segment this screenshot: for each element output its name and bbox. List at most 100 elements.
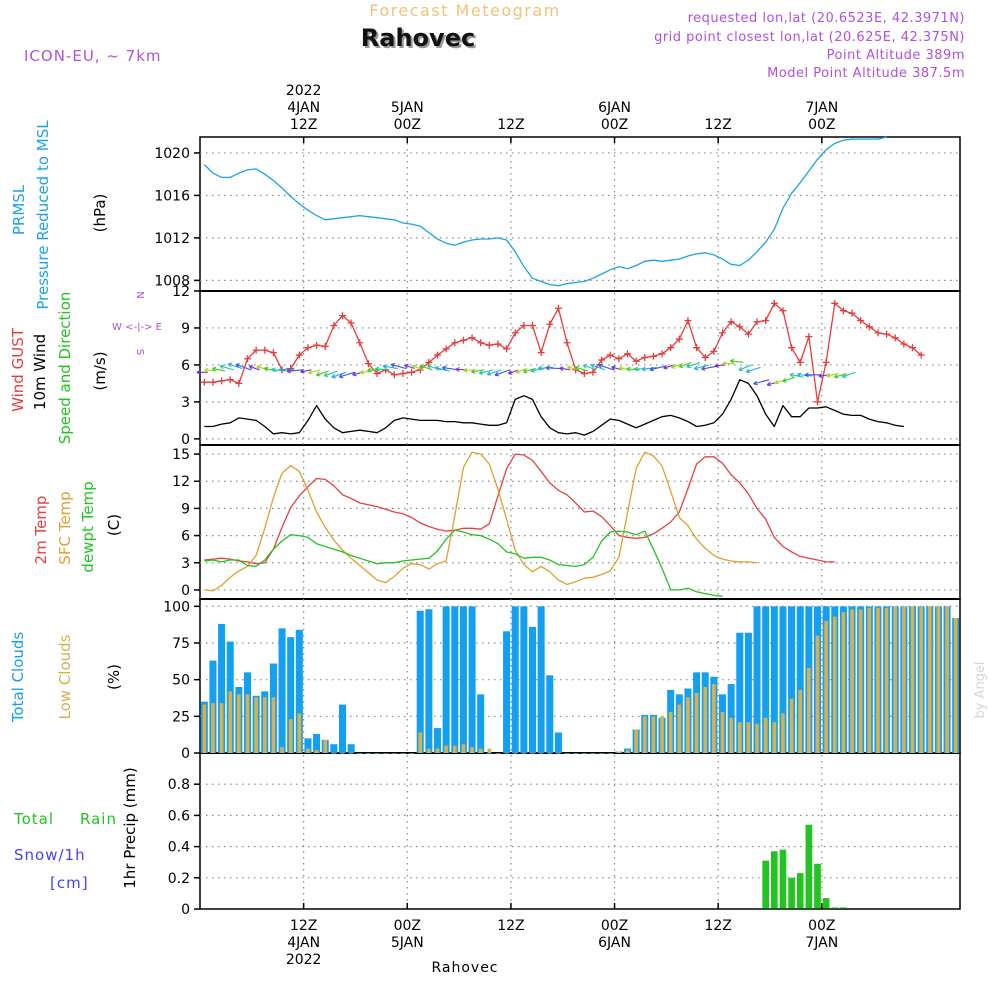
wind-gust-marker [494, 340, 502, 348]
top-time-label: 00Z [601, 117, 628, 133]
low-clouds-bar [522, 753, 526, 754]
low-clouds-bar [798, 689, 803, 753]
total-clouds-label: Total Clouds [9, 632, 27, 724]
total-clouds-bar [338, 704, 347, 753]
low-clouds-bar [383, 753, 388, 754]
wind-gust-marker [615, 355, 623, 363]
wind-gust-marker [917, 351, 925, 359]
low-clouds-bar [228, 691, 233, 753]
model-point-altitude: Model Point Altitude 387.5m [767, 66, 965, 81]
wind-gust-marker [442, 345, 450, 353]
low-clouds-bar [452, 745, 457, 753]
low-clouds-bar [219, 703, 224, 753]
low-clouds-bar [642, 716, 647, 753]
temperature-panel-frame [199, 444, 961, 600]
wind-gust-marker [693, 344, 701, 352]
wind-gust-marker [701, 354, 709, 362]
total-clouds-bar [459, 606, 467, 753]
precipitation-ytick-label: 0 [181, 902, 190, 918]
bottom-time-label: 12Z [290, 918, 317, 934]
total-clouds-bar [304, 738, 312, 753]
wind-gust-line [204, 302, 922, 403]
precipitation-ytick-label: 0.6 [168, 808, 190, 824]
low-clouds-bar [832, 616, 837, 753]
grid-point-coordinates: grid point closest lon,lat (20.625E, 42.… [654, 30, 965, 45]
total-clouds-bar [528, 626, 537, 753]
location-title: Rahovec [361, 24, 475, 52]
wind-gust-marker [632, 357, 640, 365]
temp-2m-label: 2m Temp [32, 496, 50, 565]
low-clouds-bar [737, 722, 742, 753]
low-clouds-bar [902, 606, 906, 753]
wind-direction-arrow [530, 367, 545, 373]
temp-unit-label: (C) [105, 514, 123, 536]
total-clouds-bar [796, 606, 804, 753]
total-clouds-bar [468, 606, 476, 753]
low-clouds-bar [686, 697, 690, 753]
chart-subtitle: Forecast Meteogram [369, 1, 560, 20]
wind-gust-marker [814, 398, 821, 406]
low-clouds-bar [332, 753, 336, 754]
wind-direction-arrow [419, 364, 433, 371]
low-clouds-bar [625, 750, 630, 753]
low-clouds-bar [202, 704, 207, 753]
total-clouds-bar [278, 628, 286, 753]
bottom-time-label: 6JAN [598, 935, 631, 951]
wind-direction-arrow [278, 367, 295, 373]
wind-direction-arrow [300, 368, 312, 374]
low-clouds-bar [444, 745, 448, 753]
low-clouds-bar [694, 692, 699, 753]
top-time-label: 12Z [704, 117, 731, 133]
low-clouds-bar [789, 698, 794, 753]
wind-ytick-label: 9 [181, 321, 190, 337]
clouds-ytick-label: 100 [163, 599, 190, 615]
low-clouds-bar [409, 753, 414, 754]
wind-direction-arrow [782, 376, 796, 383]
low-clouds-bar [470, 747, 474, 753]
low-clouds-bar [513, 753, 518, 754]
pressure-ytick-label: 1012 [154, 231, 190, 247]
low-clouds-bar [668, 711, 673, 753]
sfc-temp-label: SFC Temp [56, 491, 74, 564]
low-clouds-bar [712, 684, 716, 753]
low-clouds-bar [781, 713, 785, 753]
low-clouds-bar [746, 722, 751, 753]
wind-direction-arrow [693, 364, 709, 371]
precip-unit-label: 1hr Precip (mm) [121, 767, 139, 888]
wind-gust-marker [779, 307, 787, 315]
low-clouds-bar [867, 607, 872, 753]
wind-10m-label: 10m Wind [31, 334, 49, 410]
wind-direction-arrow [359, 369, 372, 375]
total-clouds-bar [779, 606, 787, 753]
total-clouds-bar [330, 744, 338, 753]
wind-ytick-label: 0 [181, 432, 190, 448]
wind-direction-arrow [263, 366, 277, 372]
total-clouds-bar [218, 623, 226, 753]
wind-gust-marker [710, 347, 718, 355]
low-clouds-bar [936, 606, 941, 753]
total-clouds-bar [762, 606, 770, 753]
low-clouds-bar [720, 711, 725, 753]
point-altitude: Point Altitude 389m [827, 48, 965, 63]
rain-bar [840, 907, 847, 909]
wind-gust-marker [641, 354, 649, 362]
wind-gust-marker [330, 321, 338, 329]
wind-gust-marker [667, 344, 675, 352]
low-clouds-bar [953, 618, 958, 753]
wind-direction-arrow [730, 358, 744, 364]
wind-gust-marker [831, 299, 839, 307]
low-clouds-bar [807, 667, 811, 753]
low-clouds-bar [634, 729, 638, 753]
total-clouds-bar [520, 606, 528, 753]
wind-gust-marker [459, 336, 467, 344]
gridlines [200, 137, 960, 909]
low-clouds-bar [254, 697, 258, 753]
wind-gust-marker [364, 360, 372, 368]
rain-bar [771, 851, 778, 909]
footer-location: Rahovec [431, 960, 498, 976]
wind-direction-arrow [753, 379, 770, 386]
dewpt-temp-label: dewpt Temp [79, 481, 97, 572]
top-time-label: 6JAN [598, 100, 631, 116]
